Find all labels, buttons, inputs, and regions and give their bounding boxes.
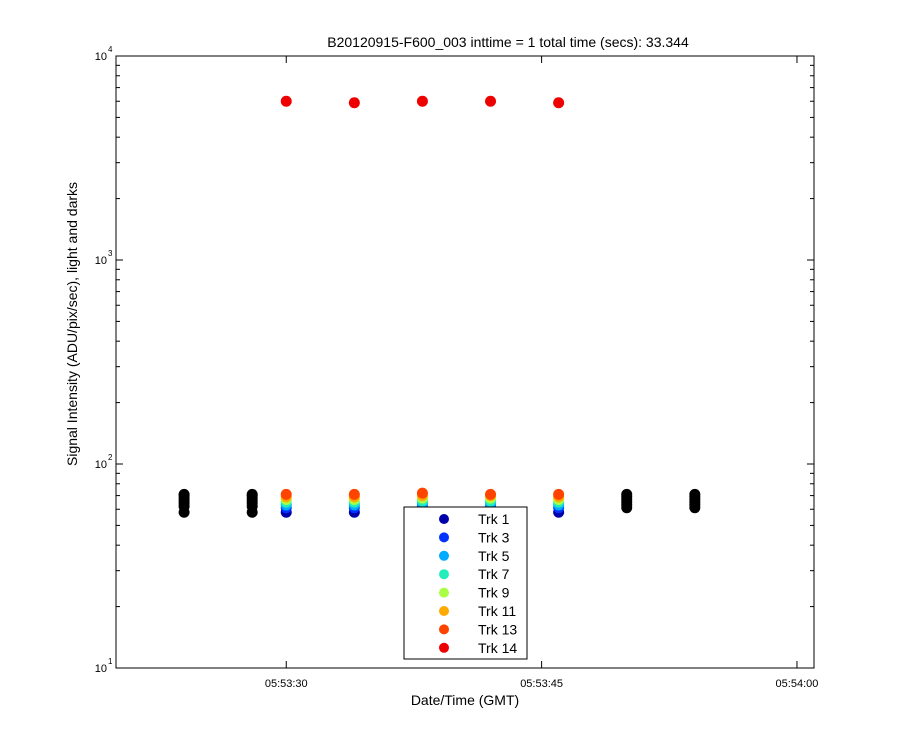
legend-marker — [439, 587, 449, 598]
legend-marker — [439, 642, 449, 653]
dark-point — [246, 488, 258, 500]
legend-marker — [439, 532, 449, 543]
y-tick-label: 10 — [95, 255, 107, 267]
y-tick-exponent: 1 — [108, 657, 113, 666]
y-tick-label: 10 — [95, 51, 107, 63]
legend-marker — [439, 550, 449, 561]
x-tick-label: 05:53:45 — [520, 678, 563, 690]
chart-title: B20120915-F600_003 inttime = 1 total tim… — [327, 34, 689, 50]
legend-label: Trk 14 — [478, 640, 517, 656]
dark-point — [621, 488, 633, 500]
y-tick-label: 10 — [95, 459, 107, 471]
data-points — [178, 95, 701, 518]
legend-label: Trk 13 — [478, 621, 517, 637]
legend-label: Trk 1 — [478, 511, 510, 527]
legend-label: Trk 3 — [478, 529, 510, 545]
legend-marker — [439, 514, 449, 524]
y-tick-exponent: 4 — [108, 45, 113, 54]
x-axis: 05:53:30 05:53:45 05:54:00 — [265, 56, 819, 690]
legend: Trk 1 Trk 3 Trk 5 Trk 7 Trk 9 Trk 11 Trk 13 Trk… — [403, 506, 528, 660]
y-tick-exponent: 2 — [108, 453, 113, 462]
legend-marker — [439, 606, 449, 616]
legend-marker — [439, 569, 449, 580]
legend-marker — [439, 624, 449, 635]
legend-label: Trk 7 — [478, 566, 510, 582]
x-tick-label: 05:53:30 — [265, 678, 308, 690]
legend-box — [403, 506, 528, 660]
series-point — [416, 487, 428, 499]
series-point — [553, 488, 565, 500]
dark-point — [689, 488, 701, 500]
series-point — [280, 488, 292, 500]
series-point — [553, 97, 565, 109]
series-point — [348, 488, 360, 500]
legend-label: Trk 9 — [478, 585, 510, 601]
y-tick-label: 10 — [95, 663, 107, 675]
x-tick-label: 05:54:00 — [776, 678, 819, 690]
legend-label: Trk 5 — [478, 548, 510, 564]
series-point — [485, 95, 497, 107]
legend-label: Trk 11 — [478, 603, 516, 619]
series-point — [416, 95, 428, 107]
series-point — [348, 97, 360, 109]
dark-point — [178, 488, 190, 500]
series-point — [485, 488, 497, 500]
y-tick-exponent: 3 — [108, 249, 113, 258]
y-axis-title: Signal Intensity (ADU/pix/sec), light an… — [64, 182, 80, 466]
series-point — [280, 95, 292, 107]
x-axis-title: Date/Time (GMT) — [411, 692, 519, 708]
